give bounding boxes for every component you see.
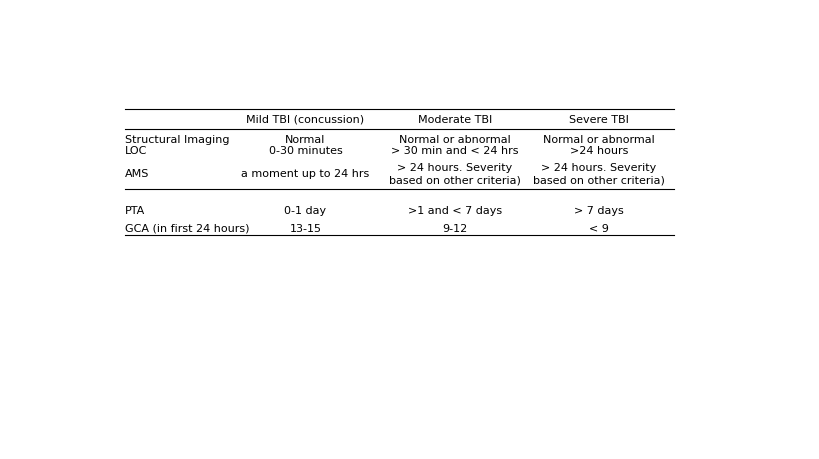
Text: Normal or abnormal: Normal or abnormal [399, 135, 510, 145]
Text: Severe TBI: Severe TBI [569, 114, 629, 124]
Text: >1 and < 7 days: >1 and < 7 days [408, 206, 502, 216]
Text: Mild TBI (concussion): Mild TBI (concussion) [247, 114, 364, 124]
Text: 13-15: 13-15 [289, 223, 322, 233]
Text: Normal or abnormal: Normal or abnormal [543, 135, 655, 145]
Text: > 30 min and < 24 hrs: > 30 min and < 24 hrs [391, 146, 518, 156]
Text: a moment up to 24 hrs: a moment up to 24 hrs [242, 168, 369, 179]
Text: LOC: LOC [124, 146, 147, 156]
Text: Normal: Normal [285, 135, 326, 145]
Text: 0-30 minutes: 0-30 minutes [269, 146, 342, 156]
Text: > 7 days: > 7 days [574, 206, 624, 216]
Text: 9-12: 9-12 [442, 223, 468, 233]
Text: >24 hours: >24 hours [570, 146, 628, 156]
Text: PTA: PTA [124, 206, 145, 216]
Text: GCA (in first 24 hours): GCA (in first 24 hours) [124, 223, 249, 233]
Text: > 24 hours. Severity
based on other criteria): > 24 hours. Severity based on other crit… [389, 162, 521, 185]
Text: Moderate TBI: Moderate TBI [418, 114, 491, 124]
Text: AMS: AMS [124, 168, 149, 179]
Text: 0-1 day: 0-1 day [284, 206, 327, 216]
Text: < 9: < 9 [589, 223, 609, 233]
Text: Structural Imaging: Structural Imaging [124, 135, 229, 145]
Text: > 24 hours. Severity
based on other criteria): > 24 hours. Severity based on other crit… [533, 162, 665, 185]
